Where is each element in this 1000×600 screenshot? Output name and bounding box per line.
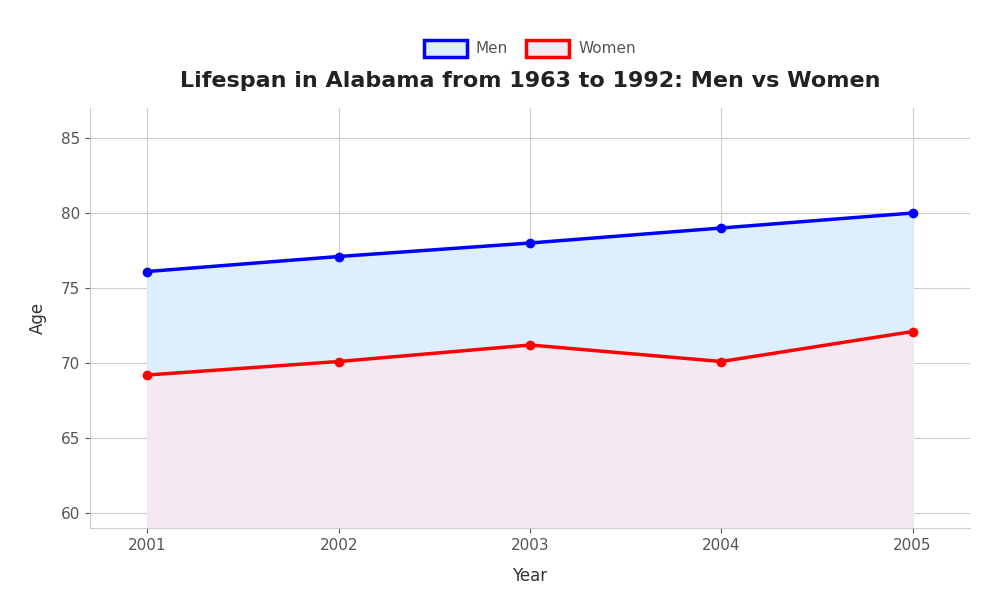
X-axis label: Year: Year: [512, 566, 548, 584]
Title: Lifespan in Alabama from 1963 to 1992: Men vs Women: Lifespan in Alabama from 1963 to 1992: M…: [180, 71, 880, 91]
Legend: Men, Women: Men, Women: [424, 40, 636, 56]
Y-axis label: Age: Age: [29, 302, 47, 334]
